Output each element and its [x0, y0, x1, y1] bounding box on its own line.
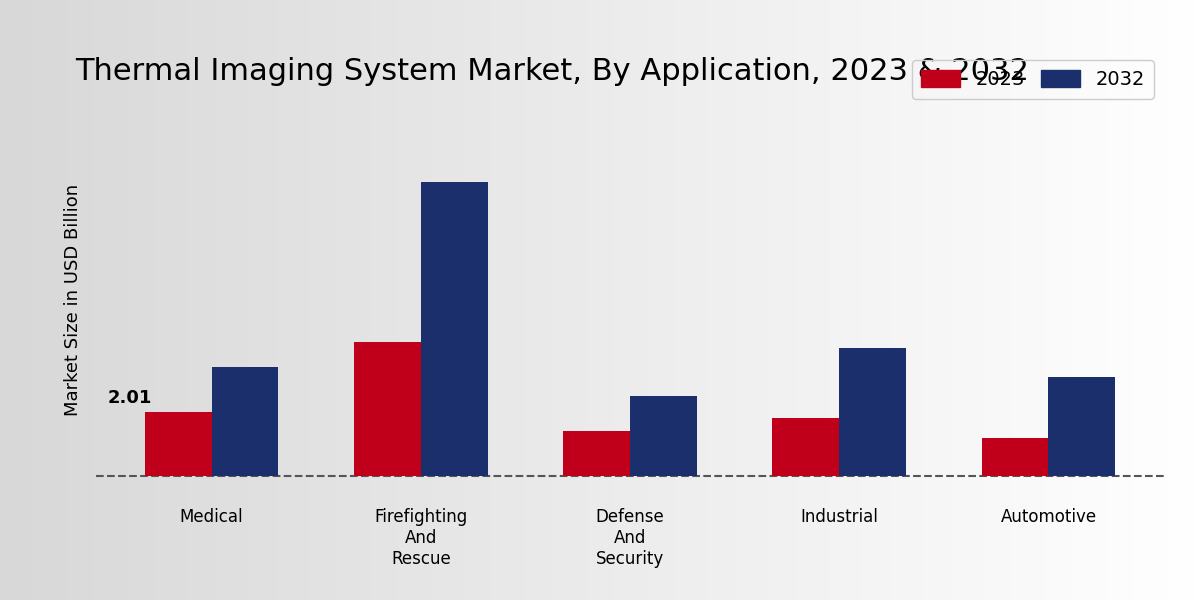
Bar	[773, 418, 839, 476]
Bar	[982, 437, 1049, 476]
Bar	[563, 431, 630, 476]
Text: Thermal Imaging System Market, By Application, 2023 & 2032: Thermal Imaging System Market, By Applic…	[74, 57, 1028, 86]
Bar	[421, 182, 487, 476]
Bar	[839, 348, 906, 476]
Y-axis label: Market Size in USD Billion: Market Size in USD Billion	[64, 184, 82, 416]
Bar	[630, 396, 697, 476]
Bar	[1049, 377, 1116, 476]
Bar	[144, 412, 211, 476]
Bar	[354, 341, 421, 476]
Bar	[211, 367, 278, 476]
Legend: 2023, 2032: 2023, 2032	[912, 60, 1154, 99]
Text: 2.01: 2.01	[108, 389, 152, 407]
